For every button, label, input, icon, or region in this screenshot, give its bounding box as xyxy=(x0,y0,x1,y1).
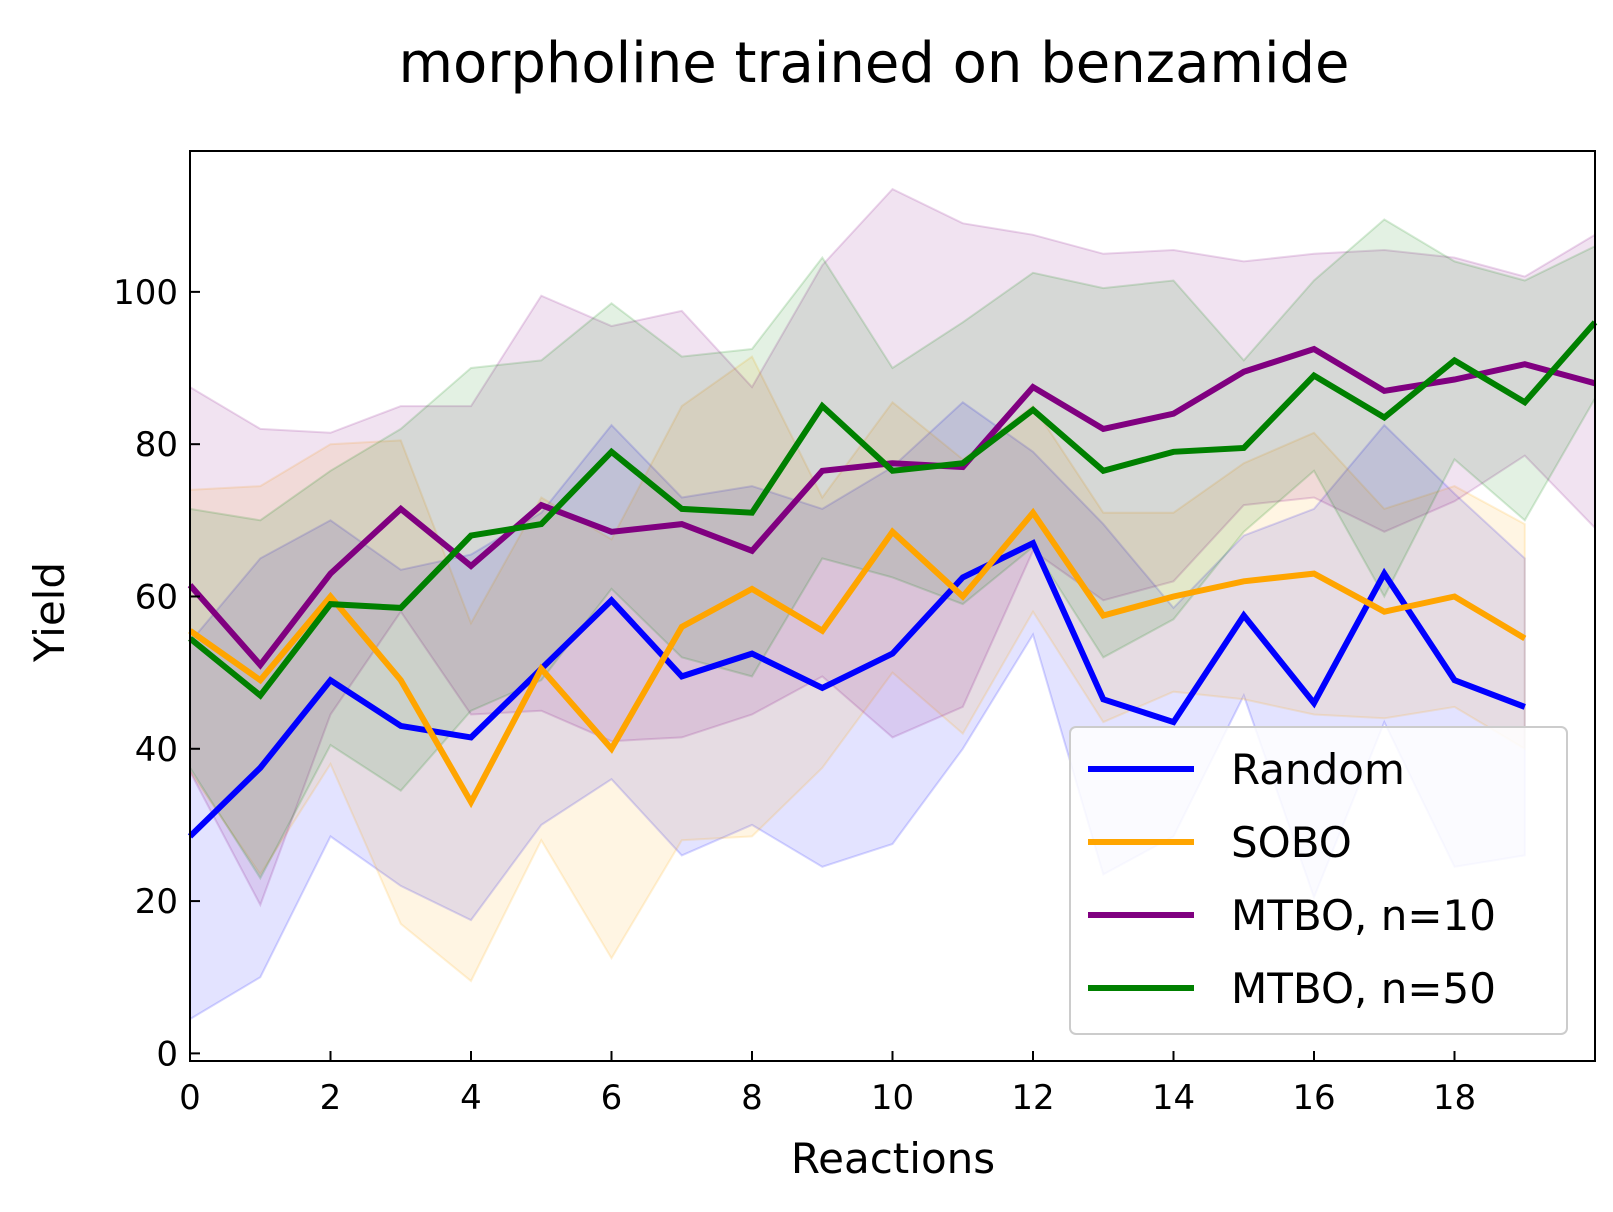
line-mtbo-n-10 xyxy=(187,345,1596,670)
x-tick-label: 4 xyxy=(460,1078,482,1118)
y-tick-label: 0 xyxy=(156,1034,178,1074)
legend-label: Random xyxy=(1231,745,1405,794)
plot-frame xyxy=(189,150,1596,1062)
x-tick-label: 12 xyxy=(1011,1078,1054,1118)
legend-box xyxy=(1069,726,1568,1035)
x-tick-label: 10 xyxy=(871,1078,914,1118)
x-tick-label: 14 xyxy=(1152,1078,1195,1118)
y-tick-label: 40 xyxy=(135,730,178,770)
y-tick-label: 20 xyxy=(135,882,178,922)
line-mtbo-n-50 xyxy=(188,320,1598,700)
legend-item-random: Random xyxy=(1088,745,1405,794)
x-tick-label: 0 xyxy=(179,1078,201,1118)
x-tick-label: 8 xyxy=(741,1078,763,1118)
legend-item-sobo: SOBO xyxy=(1088,818,1352,867)
y-axis-label: Yield xyxy=(25,562,74,663)
legend-item-mtbo-n-10: MTBO, n=10 xyxy=(1088,891,1496,940)
line-sobo xyxy=(188,507,1527,809)
legend: Random SOBO MTBO, n=10 MTBO, n=50 xyxy=(1069,726,1568,1035)
x-axis-label: Reactions xyxy=(791,1134,995,1183)
x-tick-label: 18 xyxy=(1433,1078,1476,1118)
legend-item-mtbo-n-50: MTBO, n=50 xyxy=(1088,964,1496,1013)
y-tick-label: 80 xyxy=(135,425,178,465)
legend-label: MTBO, n=10 xyxy=(1231,891,1496,940)
legend-label: MTBO, n=50 xyxy=(1231,964,1496,1013)
y-tick-label: 100 xyxy=(113,273,178,313)
y-tick-label: 60 xyxy=(135,577,178,617)
series-lines xyxy=(187,320,1598,839)
chart-title: morpholine trained on benzamide xyxy=(398,31,1349,96)
legend-label: SOBO xyxy=(1231,818,1352,867)
x-tick-label: 6 xyxy=(601,1078,623,1118)
line-random xyxy=(187,539,1526,839)
axis-ticks: 0 2 4 6 8 10 12 14 16 18 0 20 40 60 80 100 xyxy=(113,273,1476,1118)
x-tick-label: 16 xyxy=(1292,1078,1335,1118)
x-tick-label: 2 xyxy=(320,1078,342,1118)
